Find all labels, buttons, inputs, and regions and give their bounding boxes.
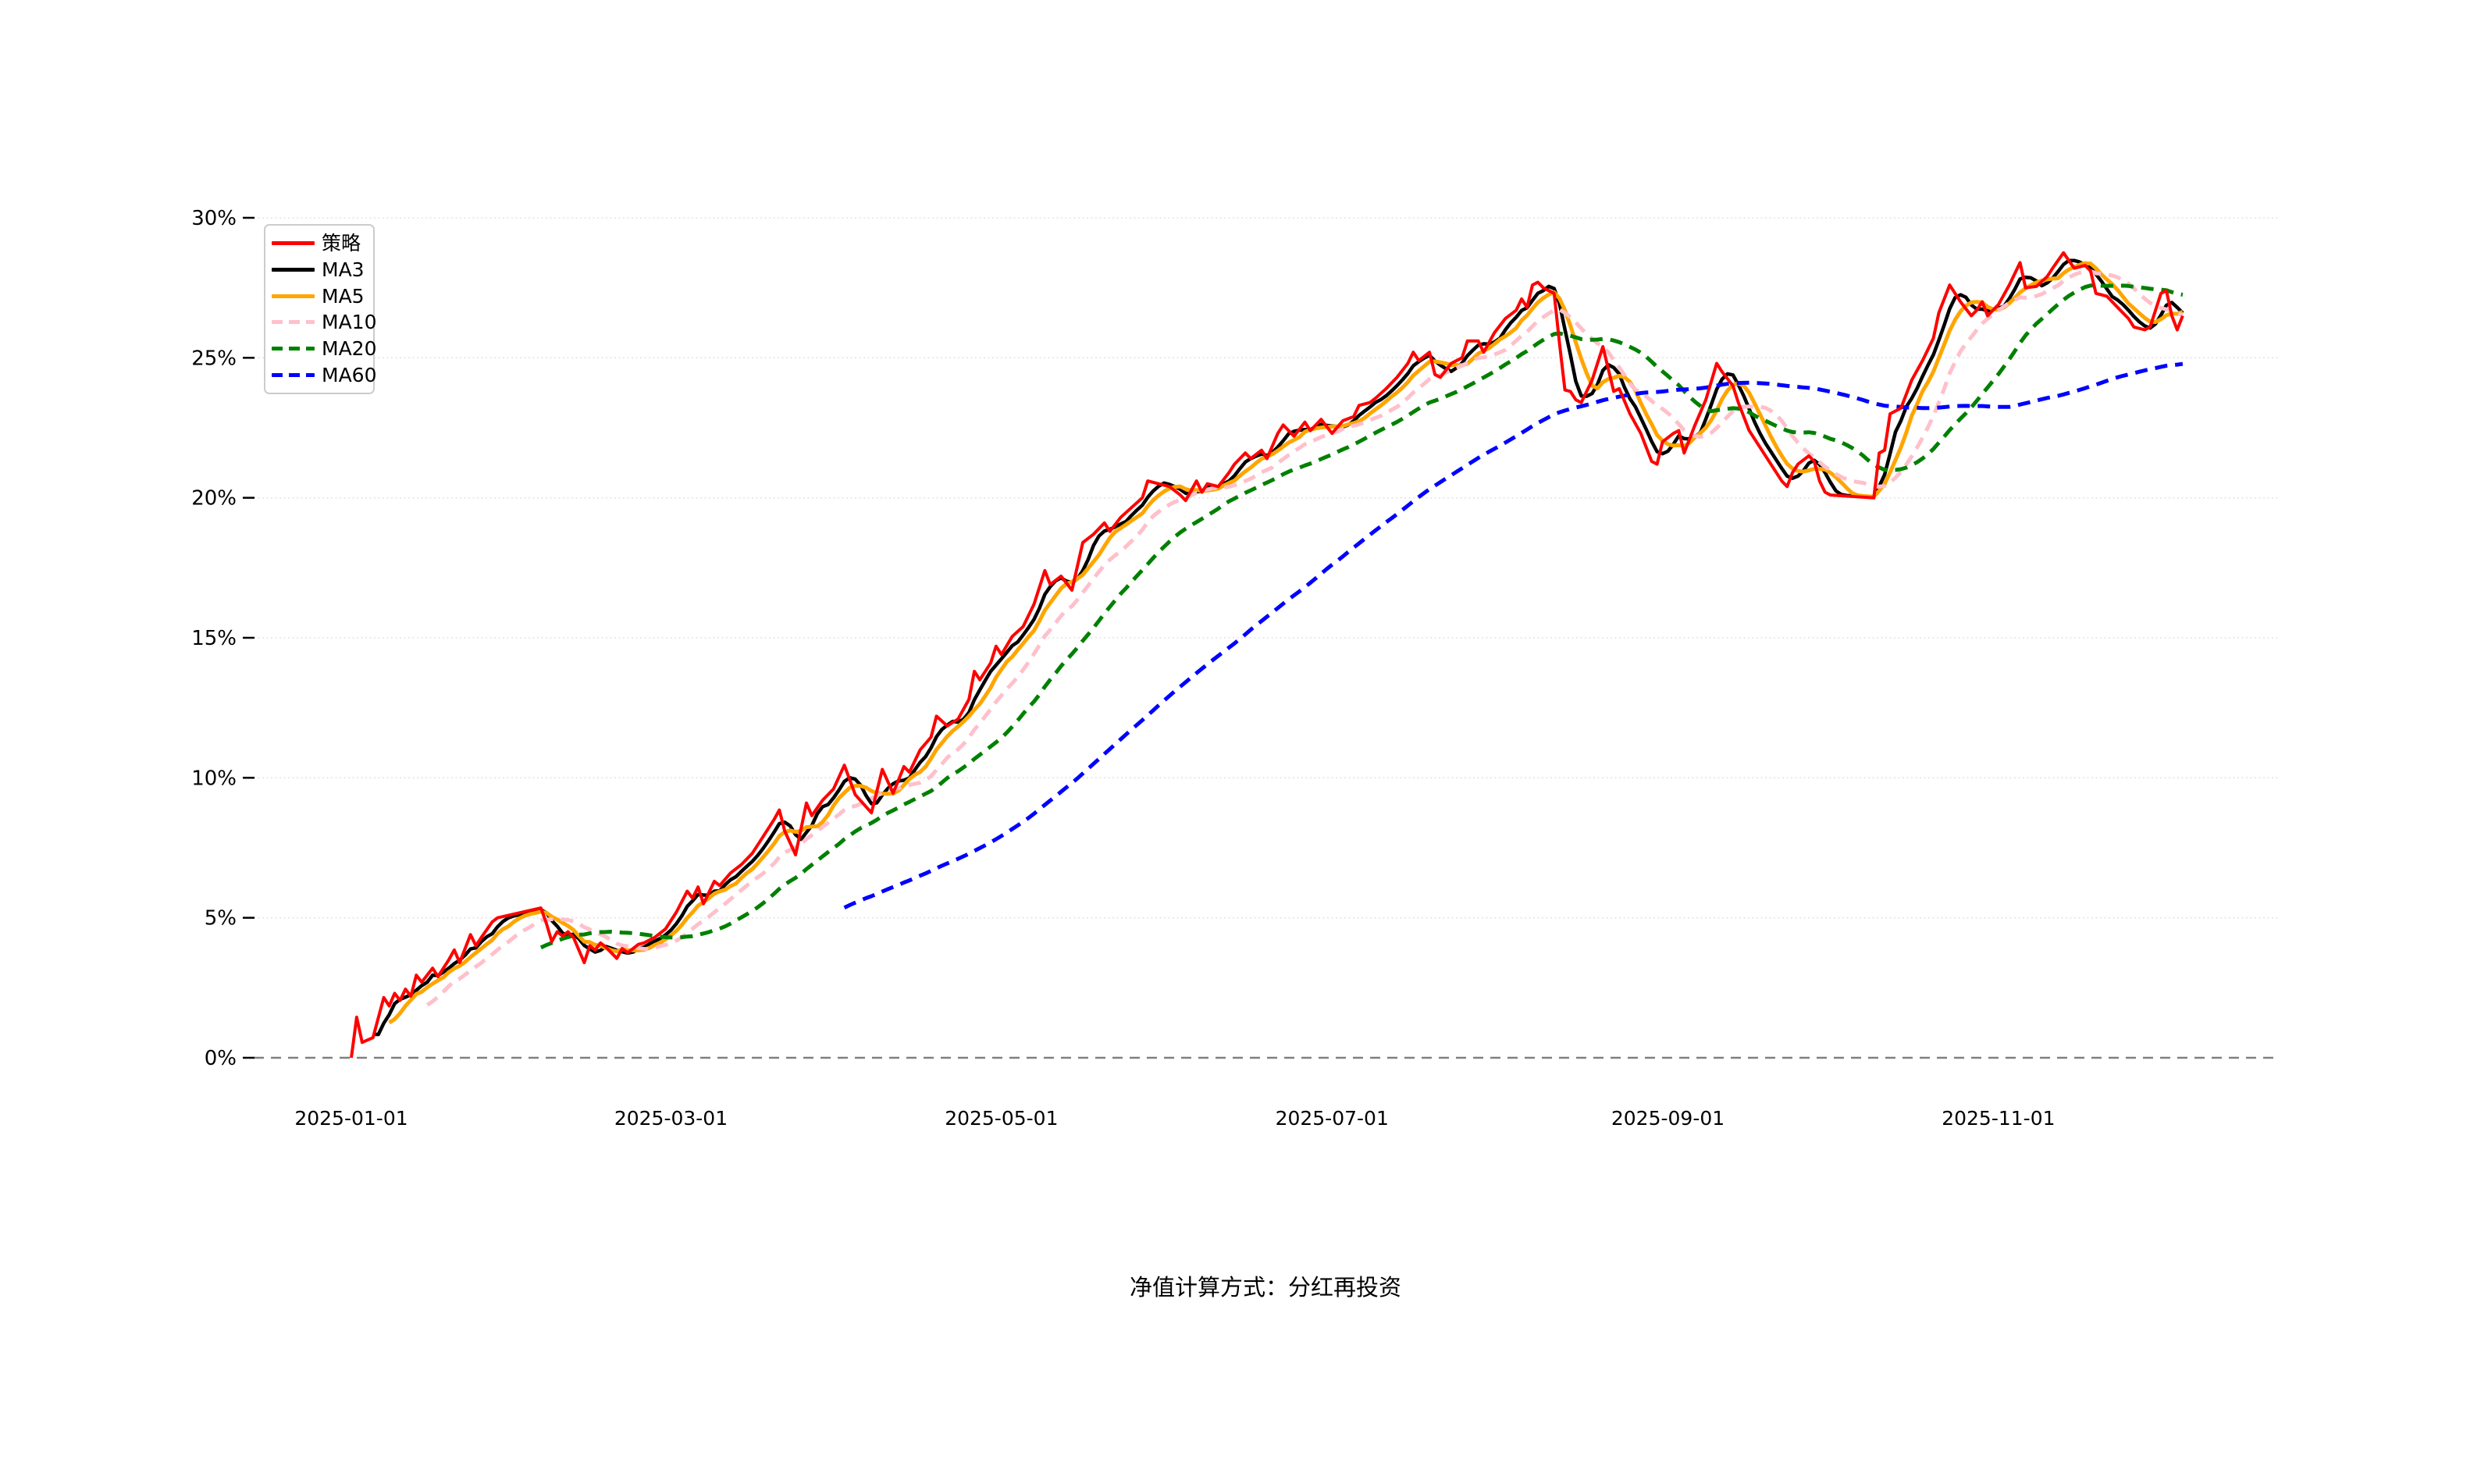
legend-line-sample (272, 241, 315, 246)
legend-box: 策略 MA3 MA5 MA10 MA20 MA60 (264, 224, 376, 394)
y-tick-label: 15% (191, 627, 237, 650)
chart-caption: 净值计算方式：分红再投资 (1129, 1274, 1402, 1301)
y-tick-label: 25% (191, 347, 237, 370)
legend-line-sample (272, 346, 315, 351)
y-tick-label: 0% (205, 1047, 237, 1070)
legend-item-ma60: MA60 (272, 363, 376, 386)
legend-label: MA60 (322, 363, 377, 386)
legend-label: MA20 (322, 336, 377, 360)
legend-line-sample (272, 372, 315, 377)
series-line-ma10 (425, 269, 2184, 1007)
legend-line-sample (272, 294, 315, 298)
x-tick-label: 2025-01-01 (294, 1107, 408, 1130)
legend-item-ma10: MA10 (272, 311, 376, 334)
x-tick-label: 2025-11-01 (1942, 1107, 2055, 1130)
legend-label: MA10 (322, 311, 377, 334)
legend-item-策略: 策略 (272, 232, 367, 255)
grid-layer: 0% 5% 10% 15% 20% 25% 30% (191, 207, 2278, 1070)
legend-item-ma5: MA5 (272, 284, 367, 308)
legend-line-sample (272, 267, 315, 272)
legend-label: MA3 (322, 258, 365, 281)
y-tick-label: 5% (205, 907, 237, 931)
legend-label: MA5 (322, 284, 365, 308)
y-tick-label: 30% (191, 207, 237, 230)
legend-line-sample (272, 320, 315, 325)
series-line-strategy (350, 251, 2184, 1059)
x-tick-label: 2025-05-01 (945, 1107, 1058, 1130)
series-line-ma60 (843, 361, 2184, 909)
series-line-ma20 (539, 283, 2184, 950)
x-tick-label: 2025-03-01 (614, 1107, 728, 1130)
x-tick-label: 2025-09-01 (1611, 1107, 1725, 1130)
x-tick-label: 2025-07-01 (1276, 1107, 1389, 1130)
y-tick-label: 10% (191, 767, 237, 790)
y-tick-label: 20% (191, 487, 237, 511)
legend-label: 策略 (322, 232, 361, 255)
legend-item-ma3: MA3 (272, 258, 367, 281)
legend-item-ma20: MA20 (272, 336, 376, 360)
series-line-ma3 (372, 258, 2184, 1037)
